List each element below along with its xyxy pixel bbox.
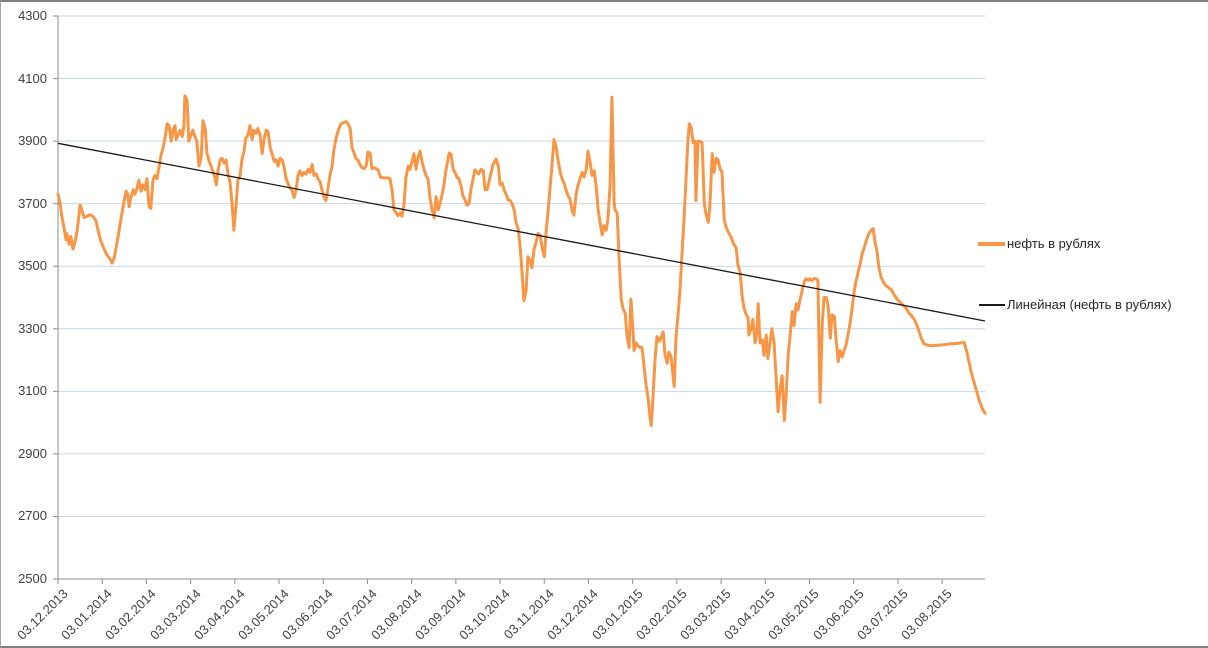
legend-label-trendline: Линейная (нефть в рублях) <box>1007 297 1172 312</box>
y-axis-label: 4100 <box>18 70 47 86</box>
y-axis-label: 3100 <box>18 383 47 399</box>
series-line-swatch-icon <box>978 241 1005 246</box>
legend-item-series: нефть в рублях <box>978 236 1100 251</box>
trendline-swatch-icon <box>979 303 1005 306</box>
y-axis-label: 3300 <box>18 320 47 336</box>
y-axis-label: 3900 <box>18 133 47 149</box>
linear-trendline <box>57 142 986 322</box>
y-axis-label: 3500 <box>18 258 47 274</box>
oil-price-series-line <box>56 94 987 428</box>
y-axis-label: 2900 <box>18 445 47 461</box>
legend-label-series: нефть в рублях <box>1007 236 1101 251</box>
y-axis-label: 4300 <box>18 8 47 23</box>
legend-item-trendline: Линейная (нефть в рублях) <box>979 297 1172 312</box>
y-axis-label: 2700 <box>18 508 47 524</box>
y-axis-label: 2500 <box>18 571 47 586</box>
y-axis-label: 3700 <box>18 195 47 211</box>
